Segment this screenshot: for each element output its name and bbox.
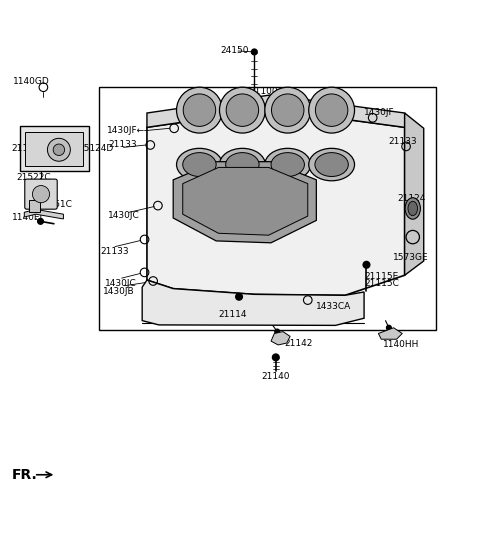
Text: 21140: 21140 [262, 372, 290, 381]
Text: 21119B: 21119B [11, 144, 46, 153]
Circle shape [37, 219, 43, 224]
Text: 24150: 24150 [220, 45, 249, 55]
Circle shape [33, 186, 49, 203]
Polygon shape [142, 280, 364, 325]
Circle shape [48, 138, 71, 161]
Text: 1430JF: 1430JF [364, 108, 395, 116]
Circle shape [177, 87, 222, 133]
Circle shape [53, 144, 65, 155]
Text: 21133: 21133 [108, 141, 137, 149]
Ellipse shape [315, 153, 348, 176]
Circle shape [315, 94, 348, 127]
FancyBboxPatch shape [25, 179, 57, 209]
Ellipse shape [408, 201, 418, 216]
Text: 1433CA: 1433CA [316, 302, 352, 311]
Ellipse shape [177, 148, 222, 181]
Ellipse shape [405, 197, 420, 219]
Polygon shape [183, 167, 308, 235]
FancyBboxPatch shape [25, 132, 83, 166]
Polygon shape [24, 209, 63, 219]
Ellipse shape [183, 153, 216, 176]
Text: 21115C: 21115C [364, 279, 399, 288]
Text: 1430JC: 1430JC [105, 279, 136, 288]
Polygon shape [29, 200, 39, 212]
Ellipse shape [271, 153, 304, 176]
Ellipse shape [226, 153, 259, 176]
Ellipse shape [309, 148, 355, 181]
Circle shape [265, 87, 311, 133]
Text: 21124: 21124 [397, 194, 426, 203]
Text: 21161C: 21161C [37, 200, 72, 209]
Text: 21115E: 21115E [364, 272, 398, 281]
Text: 21133: 21133 [388, 137, 417, 146]
Text: 21142: 21142 [285, 340, 313, 348]
Circle shape [226, 94, 259, 127]
Circle shape [363, 261, 370, 268]
Polygon shape [271, 332, 290, 345]
Circle shape [309, 87, 355, 133]
Text: FR.: FR. [12, 468, 37, 481]
Text: 1430JF←: 1430JF← [108, 126, 145, 135]
Circle shape [219, 87, 265, 133]
Circle shape [236, 293, 242, 300]
Ellipse shape [219, 148, 265, 181]
Circle shape [272, 94, 304, 127]
Text: 1430JB: 1430JB [103, 287, 134, 296]
Text: 21133: 21133 [101, 247, 129, 256]
Polygon shape [378, 328, 402, 339]
Polygon shape [173, 162, 316, 243]
Text: 21100: 21100 [250, 87, 278, 96]
Polygon shape [405, 113, 424, 275]
Circle shape [183, 94, 216, 127]
Text: 1140HH: 1140HH [383, 340, 420, 349]
Text: 25124D: 25124D [79, 144, 114, 153]
Circle shape [386, 325, 391, 330]
Text: 1573GE: 1573GE [393, 253, 428, 262]
Text: 1430JC: 1430JC [108, 211, 140, 220]
Text: 1140GD: 1140GD [13, 77, 50, 86]
Circle shape [273, 354, 279, 361]
Ellipse shape [265, 148, 311, 181]
FancyBboxPatch shape [20, 126, 89, 171]
Polygon shape [147, 95, 405, 127]
Text: 1140EJ: 1140EJ [12, 213, 43, 222]
Circle shape [275, 329, 280, 334]
Circle shape [252, 49, 257, 55]
FancyBboxPatch shape [99, 87, 436, 330]
Polygon shape [147, 109, 405, 295]
Text: 21114: 21114 [218, 310, 247, 319]
Text: 21522C: 21522C [17, 173, 51, 182]
